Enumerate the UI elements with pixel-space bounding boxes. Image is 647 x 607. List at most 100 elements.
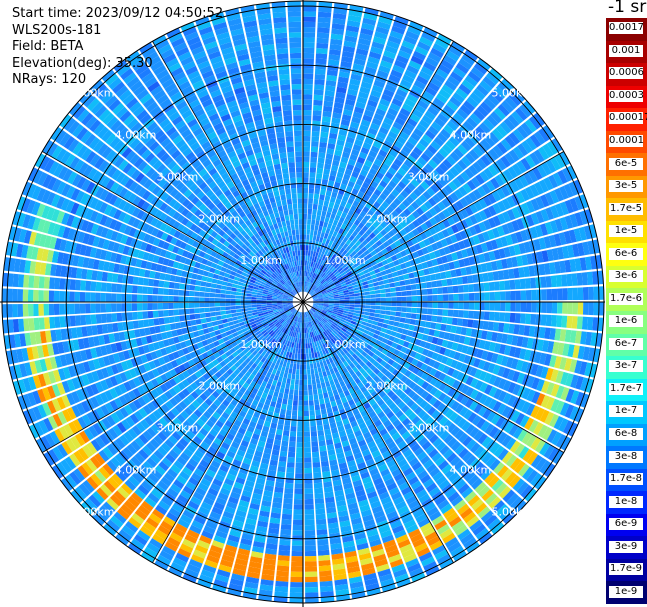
range-bin — [432, 233, 441, 242]
range-bin — [487, 475, 500, 488]
range-bin — [101, 417, 112, 430]
range-bin — [345, 427, 354, 435]
range-bin — [525, 214, 535, 227]
range-bin — [520, 229, 529, 242]
range-bin — [407, 213, 416, 222]
range-bin — [413, 188, 422, 197]
range-bin — [313, 230, 318, 236]
range-bin — [418, 493, 431, 504]
range-bin — [327, 310, 333, 313]
range-bin — [390, 330, 397, 337]
range-bin — [449, 234, 458, 244]
range-bin — [321, 319, 327, 324]
range-bin — [523, 241, 532, 253]
range-bin — [81, 374, 90, 386]
range-bin — [320, 382, 326, 389]
range-bin — [165, 362, 174, 371]
range-bin — [368, 94, 380, 103]
range-bin — [215, 530, 228, 539]
range-bin — [504, 96, 518, 110]
range-bin — [405, 284, 412, 291]
range-bin — [363, 431, 372, 440]
range-bin — [404, 140, 415, 151]
range-bin — [358, 327, 365, 333]
range-bin — [140, 354, 148, 364]
range-bin — [73, 468, 86, 482]
range-bin — [203, 496, 215, 506]
range-bin — [413, 127, 424, 138]
range-bin — [428, 125, 439, 136]
range-bin — [246, 336, 253, 342]
range-bin — [182, 573, 197, 584]
range-bin — [125, 416, 136, 428]
range-bin — [332, 329, 338, 335]
range-bin — [168, 507, 182, 518]
range-bin — [303, 52, 315, 59]
range-bin — [304, 457, 312, 463]
range-bin — [299, 317, 302, 323]
range-bin — [326, 287, 332, 292]
range-bin — [355, 370, 362, 378]
range-bin — [452, 177, 462, 188]
range-bin — [328, 295, 334, 298]
range-bin — [307, 287, 310, 293]
range-bin — [306, 287, 310, 293]
range-bin — [75, 389, 85, 402]
range-bin — [33, 422, 45, 437]
range-bin — [249, 502, 260, 511]
range-bin — [158, 500, 171, 511]
range-bin — [355, 322, 362, 327]
range-bin — [311, 441, 319, 448]
range-bin — [483, 396, 493, 408]
range-bin — [379, 428, 388, 437]
range-bin — [451, 379, 461, 390]
range-bin — [172, 336, 180, 344]
range-bin — [269, 314, 276, 319]
range-bin — [258, 515, 269, 523]
range-bin — [207, 487, 219, 497]
range-bin — [445, 324, 452, 333]
range-bin — [425, 374, 434, 384]
range-bin — [235, 326, 242, 332]
range-bin — [310, 308, 316, 313]
range-bin — [282, 361, 287, 368]
range-bin — [288, 305, 294, 308]
range-bin — [186, 367, 195, 376]
range-bin — [367, 463, 377, 472]
range-bin — [307, 322, 310, 328]
range-bin — [279, 539, 291, 546]
range-bin — [343, 332, 350, 338]
range-bin — [483, 372, 492, 383]
range-bin — [452, 66, 467, 79]
range-bin — [322, 292, 328, 296]
range-bin — [475, 125, 487, 138]
range-bin — [400, 250, 407, 257]
range-bin — [66, 407, 77, 420]
range-bin — [464, 194, 474, 205]
range-bin — [117, 486, 130, 499]
range-bin — [375, 217, 384, 225]
range-bin — [429, 510, 442, 522]
range-bin — [424, 275, 431, 282]
range-bin — [276, 323, 281, 328]
range-bin — [294, 483, 303, 489]
range-bin — [328, 137, 337, 145]
range-bin — [142, 521, 157, 533]
range-bin — [299, 312, 302, 318]
range-bin — [372, 221, 380, 229]
range-bin — [509, 279, 516, 290]
range-bin — [343, 40, 357, 48]
range-bin — [555, 400, 565, 415]
range-bin — [404, 369, 412, 378]
range-bin — [356, 43, 370, 51]
range-bin — [343, 190, 351, 198]
range-bin — [430, 322, 437, 330]
range-bin — [254, 338, 261, 344]
range-bin — [163, 516, 176, 527]
range-bin — [409, 350, 417, 358]
range-bin — [351, 259, 358, 266]
range-bin — [313, 286, 318, 291]
range-bin — [524, 186, 535, 200]
range-bin — [435, 240, 444, 249]
range-bin — [212, 411, 221, 420]
